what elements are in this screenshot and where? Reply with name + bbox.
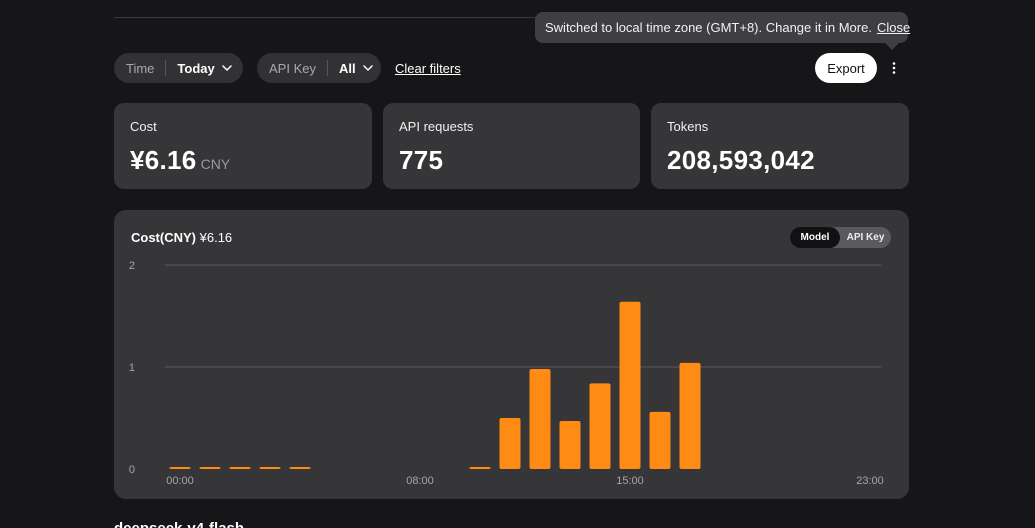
toast-message: Switched to local time zone (GMT+8). Cha… [545, 20, 872, 35]
x-tick-label: 08:00 [406, 475, 434, 487]
time-filter-separator [165, 60, 167, 76]
cost-bar [169, 466, 191, 469]
api-requests-value: 775 [399, 145, 444, 175]
y-tick-label: 2 [129, 260, 135, 272]
group-by-toggle[interactable]: Model API Key [790, 227, 891, 248]
y-tick-label: 1 [129, 362, 135, 374]
x-tick-label: 15:00 [616, 475, 644, 487]
cost-bar [589, 383, 611, 469]
model-section-heading: deepseek-v4-flash [114, 520, 244, 528]
export-button[interactable]: Export [815, 53, 877, 83]
cost-value: ¥6.16 [130, 145, 197, 175]
api-key-filter-value: All [338, 60, 356, 76]
cost-bar-chart: 0 1 2 00:00 08:00 15:00 23:00 [129, 260, 884, 487]
top-divider [114, 17, 539, 18]
toast-close-link[interactable]: Close [876, 20, 911, 35]
cost-bar [619, 301, 641, 469]
toggle-api-key[interactable]: API Key [846, 232, 885, 243]
cost-unit: CNY [200, 156, 231, 172]
time-filter[interactable]: Time Today [114, 53, 243, 83]
timezone-toast: Switched to local time zone (GMT+8). Cha… [535, 12, 911, 43]
cost-bar [289, 466, 311, 469]
cost-value-wrap: ¥6.16 CNY [130, 145, 230, 176]
x-tick-label: 23:00 [856, 475, 884, 487]
clear-filters-link[interactable]: Clear filters [395, 61, 461, 76]
cost-bar [469, 466, 491, 469]
api-requests-card: API requests 775 [383, 103, 640, 189]
x-tick-label: 00:00 [166, 475, 194, 487]
chevron-down-icon [356, 53, 380, 83]
cost-bar [499, 418, 521, 469]
tokens-label: Tokens [667, 119, 709, 134]
chart-title: Cost(CNY) ¥6.16 [131, 230, 232, 245]
cost-chart-panel: Cost(CNY) ¥6.16 Model API Key 0 1 2 00:00 08… [114, 210, 909, 499]
chevron-down-icon [215, 53, 239, 83]
cost-bar [529, 369, 551, 469]
api-requests-label: API requests [399, 119, 474, 134]
y-tick-label: 0 [129, 464, 135, 476]
cost-bar [199, 466, 221, 469]
chart-total: ¥6.16 [199, 230, 233, 245]
time-filter-label: Time [126, 60, 155, 76]
chart-title-label: Cost(CNY) [131, 230, 196, 245]
more-vertical-icon[interactable] [885, 58, 903, 78]
tokens-card: Tokens 208,593,042 [651, 103, 909, 189]
api-key-filter-separator [326, 60, 328, 76]
time-filter-value: Today [177, 60, 215, 76]
toggle-model[interactable]: Model [790, 227, 840, 248]
cost-bar [649, 411, 671, 469]
cost-bar [259, 466, 281, 469]
cost-bar [559, 421, 581, 469]
toast-pointer [885, 43, 899, 50]
cost-bar [679, 362, 701, 469]
cost-label: Cost [130, 119, 157, 134]
cost-bar [229, 466, 251, 469]
cost-card: Cost ¥6.16 CNY [114, 103, 372, 189]
api-key-filter-label: API Key [269, 60, 316, 76]
api-key-filter[interactable]: API Key All [257, 53, 381, 83]
tokens-value: 208,593,042 [667, 145, 815, 175]
